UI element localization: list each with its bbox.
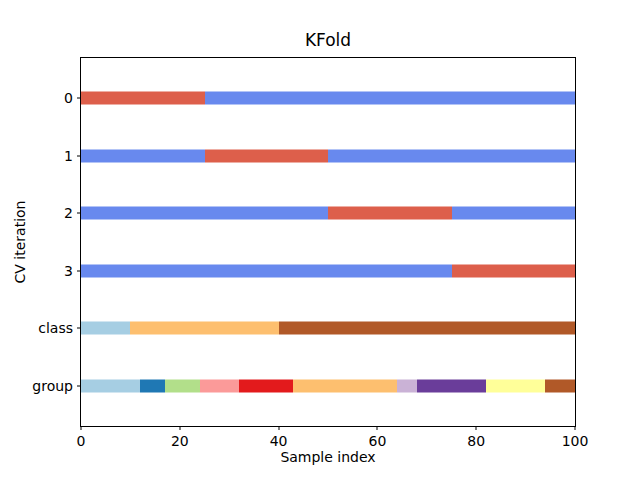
segment-row3-test: [452, 264, 576, 277]
x-tick-label-40: 40: [270, 433, 288, 449]
y-tick-mark-group: [77, 385, 81, 386]
segment-row1-train: [81, 149, 205, 162]
cv-row-1: [81, 149, 575, 162]
y-tick-label-class: class: [38, 320, 73, 336]
y-tick-mark-3: [77, 270, 81, 271]
y-tick-label-2: 2: [64, 205, 73, 221]
segment-rowgroup-group-6: [397, 379, 417, 392]
segment-rowgroup-group-3: [200, 379, 240, 392]
segment-rowclass-class-0: [81, 322, 130, 335]
segment-row3-train: [81, 264, 452, 277]
y-tick-label-group: group: [32, 378, 73, 394]
y-tick-mark-0: [77, 98, 81, 99]
segment-row1-test: [205, 149, 329, 162]
segment-rowgroup-group-1: [140, 379, 165, 392]
cv-row-2: [81, 207, 575, 220]
segment-rowclass-class-1: [130, 322, 278, 335]
y-tick-label-0: 0: [64, 90, 73, 106]
segment-rowclass-class-2: [279, 322, 575, 335]
x-tick-label-20: 20: [171, 433, 189, 449]
y-tick-mark-2: [77, 213, 81, 214]
x-tick-mark-20: [179, 426, 180, 430]
cv-row-0: [81, 92, 575, 105]
segment-rowgroup-group-8: [486, 379, 545, 392]
plot-area: 0123classgroup020406080100: [80, 57, 576, 427]
x-tick-mark-60: [377, 426, 378, 430]
matplotlib-figure: KFold CV iteration 0123classgroup0204060…: [0, 0, 640, 480]
segment-rowgroup-group-5: [293, 379, 397, 392]
segment-row0-train: [205, 92, 576, 105]
segment-row2-train: [452, 207, 576, 220]
segment-row0-test: [81, 92, 205, 105]
cv-row-3: [81, 264, 575, 277]
cv-row-class: [81, 322, 575, 335]
x-tick-mark-0: [81, 426, 82, 430]
x-tick-mark-40: [278, 426, 279, 430]
y-tick-label-3: 3: [64, 263, 73, 279]
x-tick-mark-100: [575, 426, 576, 430]
segment-rowgroup-group-4: [239, 379, 293, 392]
segment-rowgroup-group-2: [165, 379, 200, 392]
segment-rowgroup-group-7: [417, 379, 486, 392]
cv-row-group: [81, 379, 575, 392]
chart-title: KFold: [80, 30, 576, 50]
segment-row1-train: [328, 149, 575, 162]
y-tick-label-1: 1: [64, 148, 73, 164]
x-tick-label-0: 0: [77, 433, 86, 449]
x-axis-label: Sample index: [80, 449, 576, 466]
y-tick-mark-class: [77, 328, 81, 329]
x-tick-label-80: 80: [467, 433, 485, 449]
segment-row2-train: [81, 207, 328, 220]
x-tick-label-60: 60: [368, 433, 386, 449]
y-tick-mark-1: [77, 155, 81, 156]
segment-rowgroup-group-0: [81, 379, 140, 392]
y-axis-label: CV iteration: [12, 201, 29, 284]
x-tick-label-100: 100: [562, 433, 589, 449]
x-tick-mark-80: [476, 426, 477, 430]
segment-row2-test: [328, 207, 452, 220]
segment-rowgroup-group-9: [545, 379, 575, 392]
